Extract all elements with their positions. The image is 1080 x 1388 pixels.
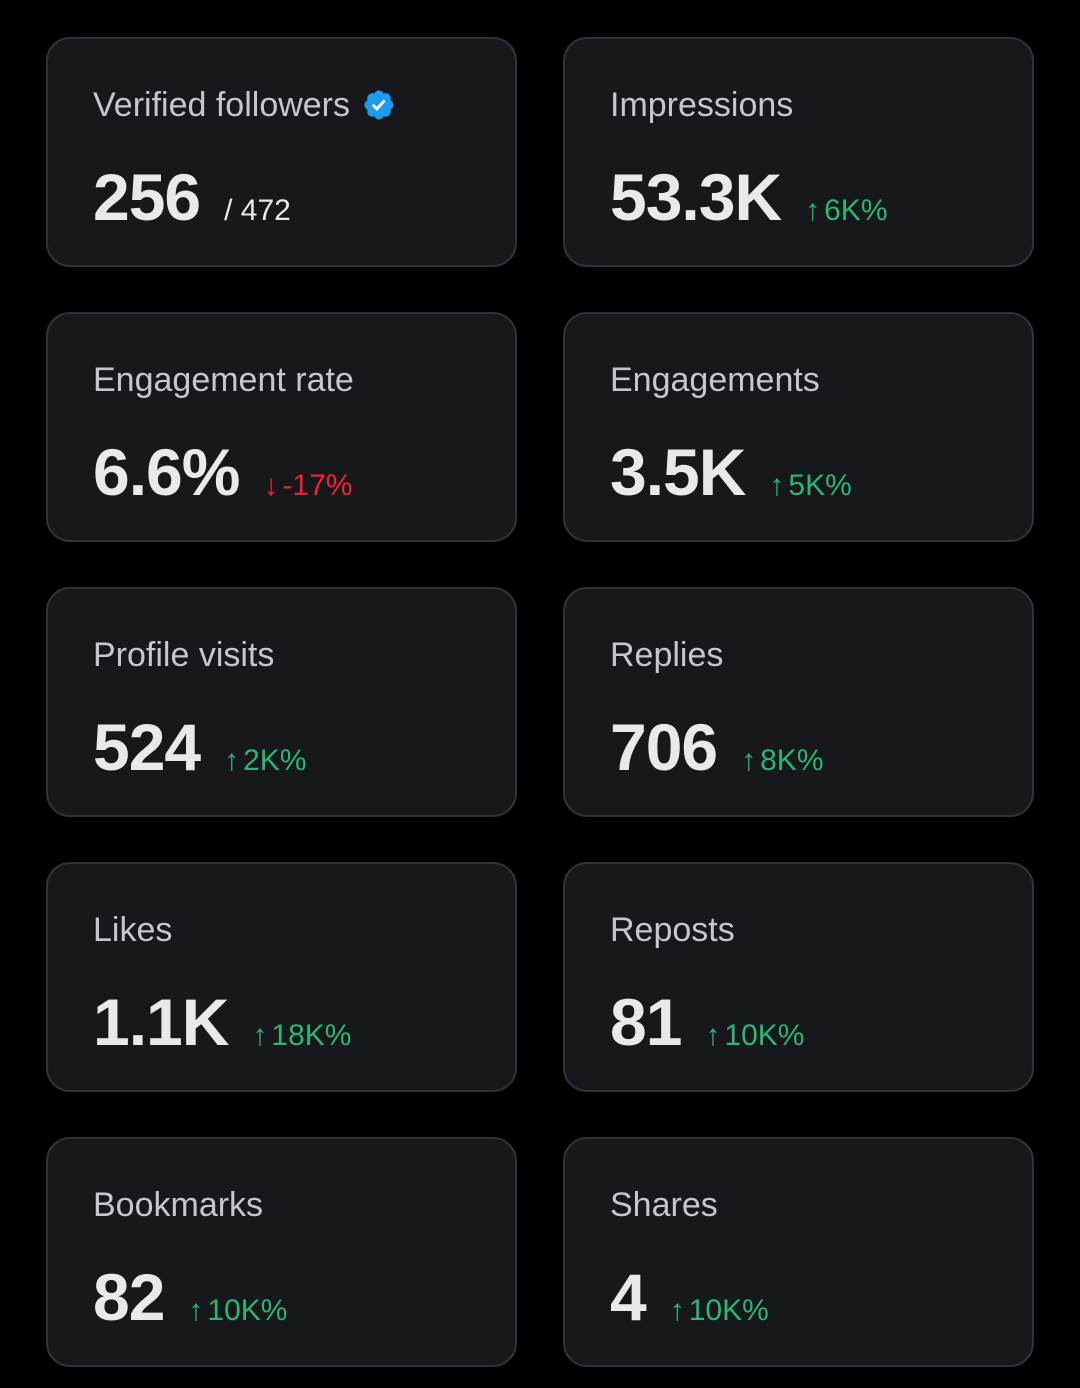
metric-label: Impressions — [610, 86, 794, 124]
metric-change: ↑ 10K% — [670, 1294, 769, 1328]
metric-change-value: 18K% — [271, 1019, 352, 1052]
metric-change-value: 8K% — [760, 744, 824, 777]
arrow-up-icon: ↑ — [705, 1019, 721, 1052]
metric-change: ↑ 5K% — [769, 469, 851, 503]
metric-value: 81 — [610, 985, 682, 1059]
metric-value-row: 256 / 472 — [93, 161, 291, 233]
metric-change: ↑ 8K% — [741, 744, 823, 778]
metric-value: 4 — [610, 1260, 647, 1334]
metric-value-row: 6.6% ↓ -17% — [93, 436, 352, 508]
metric-card-impressions[interactable]: Impressions 53.3K ↑ 6K% — [563, 37, 1034, 267]
metric-value-row: 706 ↑ 8K% — [610, 711, 824, 783]
arrow-up-icon: ↑ — [805, 194, 821, 227]
metric-change: ↑ 6K% — [805, 194, 887, 228]
metric-card-verified-followers[interactable]: Verified followers 256 / 472 — [46, 37, 517, 267]
arrow-up-icon: ↑ — [769, 469, 785, 502]
arrow-up-icon: ↑ — [224, 744, 240, 777]
metric-value-row: 53.3K ↑ 6K% — [610, 161, 888, 233]
metric-change-value: 5K% — [788, 469, 852, 502]
metric-card-bookmarks[interactable]: Bookmarks 82 ↑ 10K% — [46, 1137, 517, 1367]
metric-change: ↑ 2K% — [224, 744, 306, 778]
metric-label: Reposts — [610, 911, 735, 949]
arrow-up-icon: ↑ — [252, 1019, 268, 1052]
metric-change-value: -17% — [282, 469, 353, 502]
metric-value-row: 524 ↑ 2K% — [93, 711, 307, 783]
arrow-down-icon: ↓ — [263, 469, 279, 502]
metric-total: / 472 — [224, 194, 291, 227]
metric-change: ↑ 18K% — [252, 1019, 351, 1053]
metric-value-row: 81 ↑ 10K% — [610, 986, 804, 1058]
metric-value: 3.5K — [610, 435, 746, 509]
metric-change: ↑ 10K% — [188, 1294, 287, 1328]
metric-card-shares[interactable]: Shares 4 ↑ 10K% — [563, 1137, 1034, 1367]
metric-change: ↑ 10K% — [705, 1019, 804, 1053]
metric-change-value: 10K% — [688, 1294, 769, 1327]
metric-change: ↓ -17% — [263, 469, 352, 503]
metric-card-reposts[interactable]: Reposts 81 ↑ 10K% — [563, 862, 1034, 1092]
metric-label: Bookmarks — [93, 1186, 264, 1224]
metric-label: Likes — [93, 911, 173, 949]
metric-value: 706 — [610, 710, 718, 784]
metric-value: 256 — [93, 160, 201, 234]
metric-value-row: 1.1K ↑ 18K% — [93, 986, 351, 1058]
metric-value: 53.3K — [610, 160, 782, 234]
arrow-up-icon: ↑ — [669, 1294, 685, 1327]
metric-value: 82 — [93, 1260, 165, 1334]
metric-card-profile-visits[interactable]: Profile visits 524 ↑ 2K% — [46, 587, 517, 817]
metric-label: Shares — [610, 1186, 718, 1224]
metric-change-value: 10K% — [724, 1019, 805, 1052]
metric-label-row: Verified followers — [93, 85, 396, 125]
metric-card-engagement-rate[interactable]: Engagement rate 6.6% ↓ -17% — [46, 312, 517, 542]
metric-label: Replies — [610, 636, 724, 674]
metric-value: 1.1K — [93, 985, 229, 1059]
metric-value-row: 82 ↑ 10K% — [93, 1261, 287, 1333]
metric-card-replies[interactable]: Replies 706 ↑ 8K% — [563, 587, 1034, 817]
metric-change-value: 6K% — [824, 194, 888, 227]
verified-badge-icon — [362, 88, 396, 122]
metric-value-row: 4 ↑ 10K% — [610, 1261, 769, 1333]
metrics-grid: Verified followers 256 / 472 Impressions… — [46, 37, 1034, 1367]
metric-card-engagements[interactable]: Engagements 3.5K ↑ 5K% — [563, 312, 1034, 542]
metric-change-value: 2K% — [243, 744, 307, 777]
arrow-up-icon: ↑ — [188, 1294, 204, 1327]
metric-label: Engagement rate — [93, 361, 354, 399]
metric-value: 6.6% — [93, 435, 240, 509]
metric-label: Engagements — [610, 361, 820, 399]
arrow-up-icon: ↑ — [741, 744, 757, 777]
metric-value-row: 3.5K ↑ 5K% — [610, 436, 852, 508]
metric-label: Verified followers — [93, 86, 351, 124]
metric-label: Profile visits — [93, 636, 275, 674]
metric-value: 524 — [93, 710, 201, 784]
metric-card-likes[interactable]: Likes 1.1K ↑ 18K% — [46, 862, 517, 1092]
metric-change-value: 10K% — [207, 1294, 288, 1327]
